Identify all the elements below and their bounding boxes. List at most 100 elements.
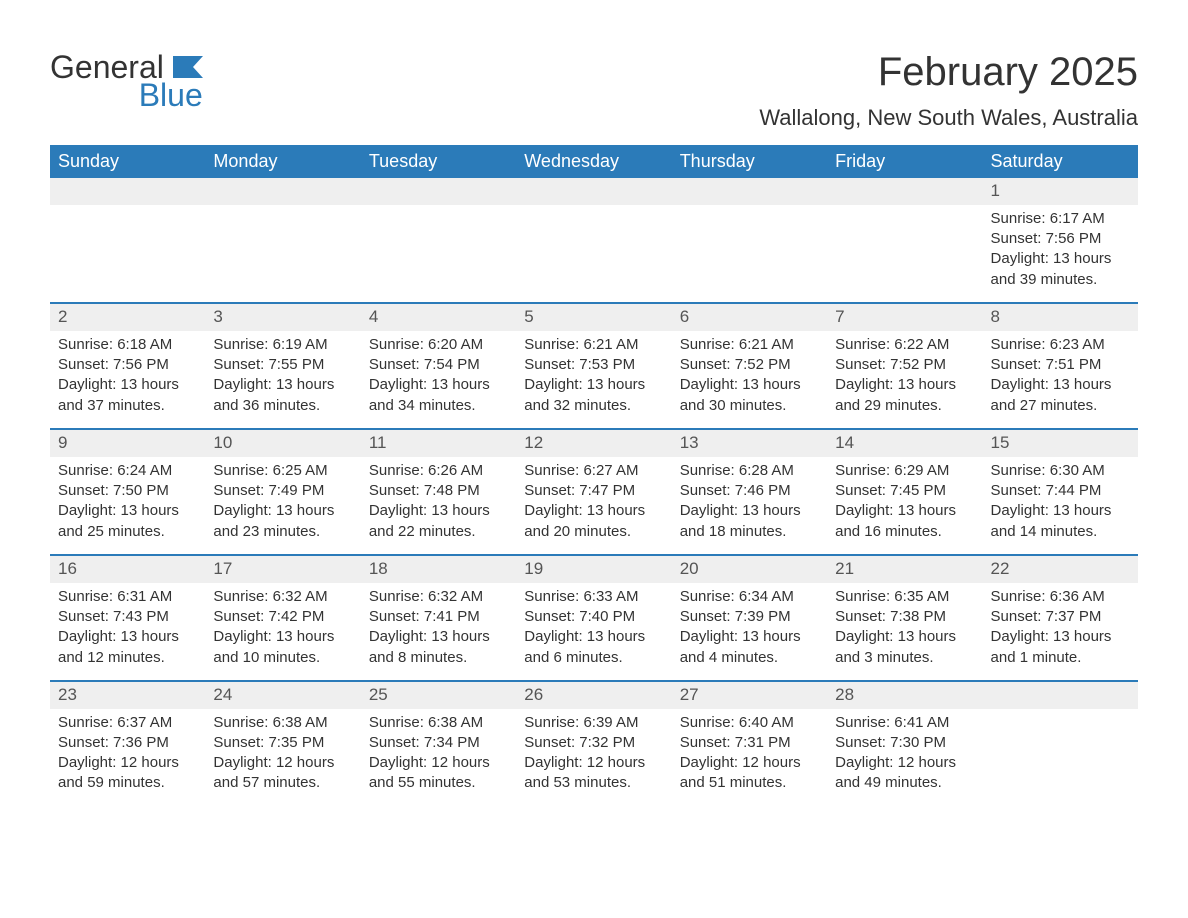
calendar-day: 9Sunrise: 6:24 AMSunset: 7:50 PMDaylight… [50, 430, 205, 554]
sunset-text: Sunset: 7:51 PM [991, 355, 1130, 375]
sunset-text: Sunset: 7:39 PM [680, 607, 819, 627]
calendar-day: 4Sunrise: 6:20 AMSunset: 7:54 PMDaylight… [361, 304, 516, 428]
day-header: Wednesday [516, 145, 671, 178]
daylight-text-1: Daylight: 12 hours [835, 753, 974, 773]
daylight-text-2: and 25 minutes. [58, 522, 197, 542]
calendar-day: 10Sunrise: 6:25 AMSunset: 7:49 PMDayligh… [205, 430, 360, 554]
daylight-text-2: and 23 minutes. [213, 522, 352, 542]
day-number: 28 [827, 682, 982, 709]
sunrise-text: Sunrise: 6:30 AM [991, 461, 1130, 481]
day-header: Thursday [672, 145, 827, 178]
sunrise-text: Sunrise: 6:32 AM [369, 587, 508, 607]
daylight-text-2: and 29 minutes. [835, 396, 974, 416]
calendar-week: 1Sunrise: 6:17 AMSunset: 7:56 PMDaylight… [50, 178, 1138, 302]
daylight-text-1: Daylight: 12 hours [58, 753, 197, 773]
daylight-text-1: Daylight: 13 hours [991, 375, 1130, 395]
day-number [361, 178, 516, 205]
sunset-text: Sunset: 7:36 PM [58, 733, 197, 753]
sunset-text: Sunset: 7:43 PM [58, 607, 197, 627]
day-number: 23 [50, 682, 205, 709]
day-header: Saturday [983, 145, 1138, 178]
sunrise-text: Sunrise: 6:26 AM [369, 461, 508, 481]
daylight-text-2: and 4 minutes. [680, 648, 819, 668]
calendar-day: 23Sunrise: 6:37 AMSunset: 7:36 PMDayligh… [50, 682, 205, 806]
day-number: 21 [827, 556, 982, 583]
sunset-text: Sunset: 7:37 PM [991, 607, 1130, 627]
calendar-day: 5Sunrise: 6:21 AMSunset: 7:53 PMDaylight… [516, 304, 671, 428]
logo-text: General Blue [50, 50, 203, 111]
sunrise-text: Sunrise: 6:17 AM [991, 209, 1130, 229]
daylight-text-2: and 22 minutes. [369, 522, 508, 542]
sunrise-text: Sunrise: 6:18 AM [58, 335, 197, 355]
sunrise-text: Sunrise: 6:34 AM [680, 587, 819, 607]
daylight-text-2: and 57 minutes. [213, 773, 352, 793]
flag-icon [173, 56, 203, 78]
day-number: 10 [205, 430, 360, 457]
day-number: 22 [983, 556, 1138, 583]
day-number [827, 178, 982, 205]
sunrise-text: Sunrise: 6:24 AM [58, 461, 197, 481]
daylight-text-1: Daylight: 13 hours [213, 627, 352, 647]
daylight-text-1: Daylight: 13 hours [58, 501, 197, 521]
sunrise-text: Sunrise: 6:35 AM [835, 587, 974, 607]
sunset-text: Sunset: 7:45 PM [835, 481, 974, 501]
logo: General Blue [50, 50, 203, 111]
sunset-text: Sunset: 7:30 PM [835, 733, 974, 753]
daylight-text-1: Daylight: 13 hours [58, 627, 197, 647]
calendar-day: 22Sunrise: 6:36 AMSunset: 7:37 PMDayligh… [983, 556, 1138, 680]
day-number: 2 [50, 304, 205, 331]
sunrise-text: Sunrise: 6:31 AM [58, 587, 197, 607]
daylight-text-1: Daylight: 13 hours [524, 627, 663, 647]
day-number: 3 [205, 304, 360, 331]
day-number: 5 [516, 304, 671, 331]
calendar-day: 24Sunrise: 6:38 AMSunset: 7:35 PMDayligh… [205, 682, 360, 806]
daylight-text-2: and 53 minutes. [524, 773, 663, 793]
sunset-text: Sunset: 7:48 PM [369, 481, 508, 501]
sunrise-text: Sunrise: 6:39 AM [524, 713, 663, 733]
title-block: February 2025 Wallalong, New South Wales… [759, 50, 1138, 131]
calendar-day: 15Sunrise: 6:30 AMSunset: 7:44 PMDayligh… [983, 430, 1138, 554]
daylight-text-1: Daylight: 12 hours [213, 753, 352, 773]
daylight-text-1: Daylight: 12 hours [524, 753, 663, 773]
daylight-text-2: and 30 minutes. [680, 396, 819, 416]
daylight-text-2: and 36 minutes. [213, 396, 352, 416]
daylight-text-2: and 27 minutes. [991, 396, 1130, 416]
day-number: 13 [672, 430, 827, 457]
daylight-text-2: and 32 minutes. [524, 396, 663, 416]
sunset-text: Sunset: 7:52 PM [680, 355, 819, 375]
day-number [672, 178, 827, 205]
sunrise-text: Sunrise: 6:38 AM [213, 713, 352, 733]
sunrise-text: Sunrise: 6:27 AM [524, 461, 663, 481]
sunset-text: Sunset: 7:56 PM [58, 355, 197, 375]
daylight-text-2: and 8 minutes. [369, 648, 508, 668]
daylight-text-1: Daylight: 13 hours [58, 375, 197, 395]
day-header: Monday [205, 145, 360, 178]
daylight-text-2: and 18 minutes. [680, 522, 819, 542]
daylight-text-1: Daylight: 13 hours [835, 375, 974, 395]
sunset-text: Sunset: 7:47 PM [524, 481, 663, 501]
day-number: 16 [50, 556, 205, 583]
calendar-day: 8Sunrise: 6:23 AMSunset: 7:51 PMDaylight… [983, 304, 1138, 428]
sunrise-text: Sunrise: 6:20 AM [369, 335, 508, 355]
day-number: 6 [672, 304, 827, 331]
calendar-day: 16 Sunrise: 6:31 AMSunset: 7:43 PMDayligh… [50, 556, 205, 680]
sunset-text: Sunset: 7:31 PM [680, 733, 819, 753]
sunset-text: Sunset: 7:49 PM [213, 481, 352, 501]
daylight-text-1: Daylight: 13 hours [991, 249, 1130, 269]
daylight-text-2: and 12 minutes. [58, 648, 197, 668]
sunrise-text: Sunrise: 6:33 AM [524, 587, 663, 607]
day-number [50, 178, 205, 205]
day-number: 1 [983, 178, 1138, 205]
calendar-week: 9Sunrise: 6:24 AMSunset: 7:50 PMDaylight… [50, 428, 1138, 554]
daylight-text-2: and 10 minutes. [213, 648, 352, 668]
daylight-text-1: Daylight: 13 hours [524, 501, 663, 521]
day-number: 14 [827, 430, 982, 457]
daylight-text-2: and 1 minute. [991, 648, 1130, 668]
day-number: 9 [50, 430, 205, 457]
calendar-day: 27Sunrise: 6:40 AMSunset: 7:31 PMDayligh… [672, 682, 827, 806]
day-header: Sunday [50, 145, 205, 178]
sunset-text: Sunset: 7:52 PM [835, 355, 974, 375]
daylight-text-1: Daylight: 12 hours [680, 753, 819, 773]
calendar-day: 7Sunrise: 6:22 AMSunset: 7:52 PMDaylight… [827, 304, 982, 428]
calendar-day: 28Sunrise: 6:41 AMSunset: 7:30 PMDayligh… [827, 682, 982, 806]
